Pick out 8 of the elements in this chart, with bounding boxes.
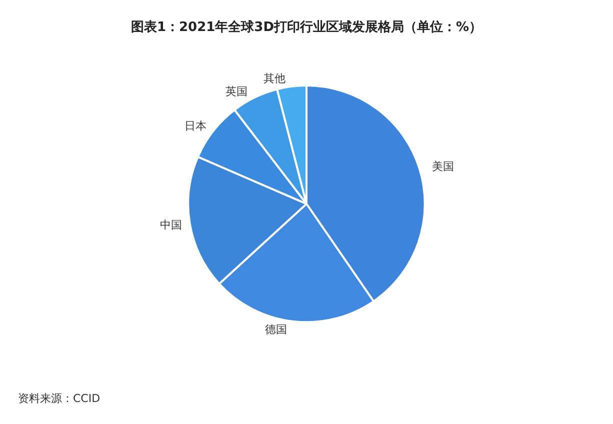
slice-label: 中国 bbox=[160, 218, 182, 232]
slice-label: 日本 bbox=[184, 120, 207, 133]
text: 资料来源：CCID bbox=[18, 392, 100, 405]
slice-label: 英国 bbox=[225, 85, 248, 98]
slice-label: 美国 bbox=[432, 160, 454, 173]
chart-title: 图表1：2021年全球3D打印行业区域发展格局（单位：%） bbox=[130, 19, 482, 35]
slice-label: 德国 bbox=[265, 322, 288, 336]
slice-label: 其他 bbox=[264, 72, 286, 86]
